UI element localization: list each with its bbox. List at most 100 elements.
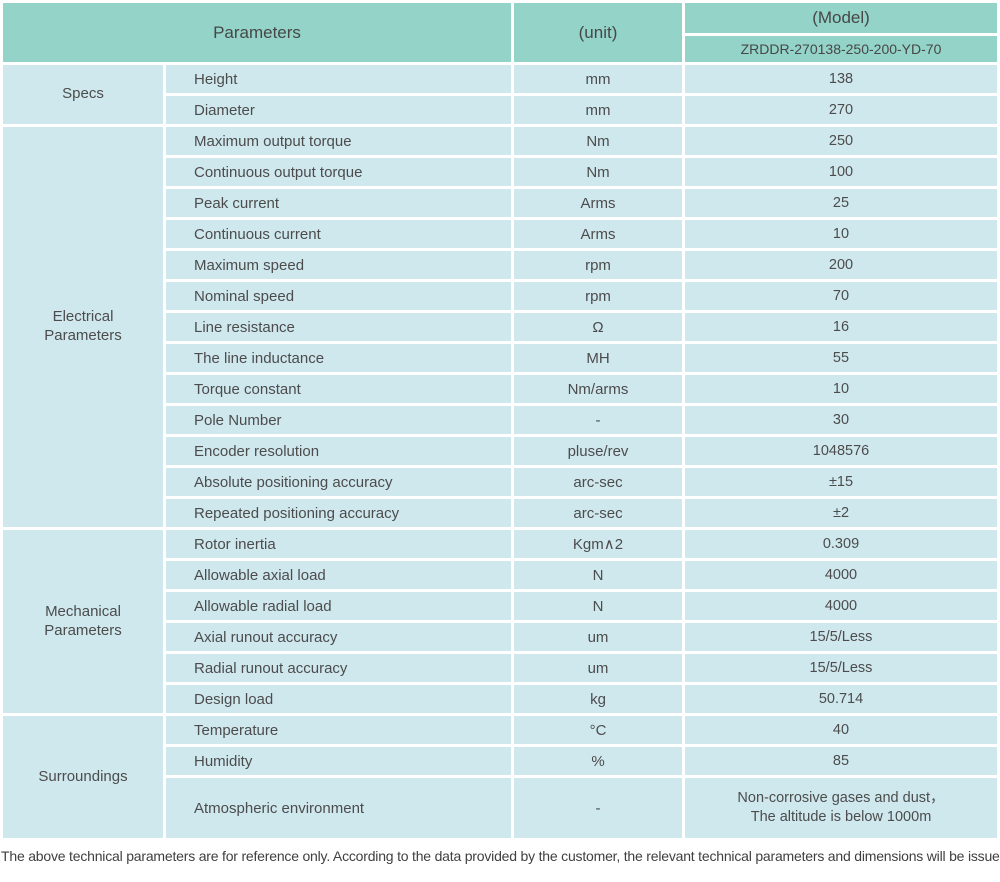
- unit-cell: Arms: [514, 189, 682, 217]
- value-cell: 50.714: [685, 685, 997, 713]
- unit-cell: arc-sec: [514, 499, 682, 527]
- value-cell: 138: [685, 65, 997, 93]
- param-cell: Continuous current: [166, 220, 511, 248]
- table-row: Allowable axial load N 4000: [3, 561, 997, 589]
- param-cell: Allowable radial load: [166, 592, 511, 620]
- table-row: Mechanical Parameters Rotor inertia Kgm∧…: [3, 530, 997, 713]
- unit-cell: Kgm∧2: [514, 530, 682, 558]
- unit-cell: N: [514, 561, 682, 589]
- table-row: The line inductance MH 55: [3, 344, 997, 372]
- unit-cell: Nm: [514, 158, 682, 186]
- value-cell: 100: [685, 158, 997, 186]
- value-cell: 16: [685, 313, 997, 341]
- value-cell: ±15: [685, 468, 997, 496]
- param-cell: Torque constant: [166, 375, 511, 403]
- value-cell: 4000: [685, 592, 997, 620]
- value-cell: 15/5/Less: [685, 623, 997, 651]
- spec-table: Parameters (unit) (Model) ZRDDR-270138-2…: [3, 3, 997, 838]
- param-cell: Maximum output torque: [166, 127, 511, 155]
- unit-cell: -: [514, 778, 682, 838]
- value-cell: 30: [685, 406, 997, 434]
- unit-cell: Arms: [514, 220, 682, 248]
- table-row: Peak current Arms 25: [3, 189, 997, 217]
- table-row: Absolute positioning accuracy arc-sec ±1…: [3, 468, 997, 496]
- table-row: Nominal speed rpm 70: [3, 282, 997, 310]
- param-cell: Peak current: [166, 189, 511, 217]
- param-cell: Humidity: [166, 747, 511, 775]
- param-cell: Line resistance: [166, 313, 511, 341]
- unit-cell: Nm: [514, 127, 682, 155]
- value-cell: Non-corrosive gases and dust， The altitu…: [685, 778, 997, 838]
- table-row: Allowable radial load N 4000: [3, 592, 997, 620]
- table-row: Diameter mm 270: [3, 96, 997, 124]
- table-row: Torque constant Nm/arms 10: [3, 375, 997, 403]
- table-row: Specs Height mm 138: [3, 65, 997, 124]
- param-cell: Height: [166, 65, 511, 93]
- value-cell: 200: [685, 251, 997, 279]
- param-cell: The line inductance: [166, 344, 511, 372]
- param-cell: Allowable axial load: [166, 561, 511, 589]
- footnote: The above technical parameters are for r…: [1, 848, 1000, 864]
- unit-cell: rpm: [514, 282, 682, 310]
- category-cell-mechanical: Mechanical Parameters: [3, 530, 163, 713]
- unit-cell: MH: [514, 344, 682, 372]
- unit-cell: %: [514, 747, 682, 775]
- table-row: Radial runout accuracy um 15/5/Less: [3, 654, 997, 682]
- table-row: Surroundings Temperature °C 40: [3, 716, 997, 838]
- param-cell: Diameter: [166, 96, 511, 124]
- value-cell: 25: [685, 189, 997, 217]
- table-row: Maximum speed rpm 200: [3, 251, 997, 279]
- unit-cell: Nm/arms: [514, 375, 682, 403]
- table-row: Electrical Parameters Maximum output tor…: [3, 127, 997, 527]
- param-cell: Rotor inertia: [166, 530, 511, 558]
- header-row-model: ZRDDR-270138-250-200-YD-70: [3, 36, 997, 62]
- param-cell: Continuous output torque: [166, 158, 511, 186]
- table-row: Encoder resolution pluse/rev 1048576: [3, 437, 997, 465]
- category-cell-surroundings: Surroundings: [3, 716, 163, 838]
- table-row: Continuous current Arms 10: [3, 220, 997, 248]
- table-row: Axial runout accuracy um 15/5/Less: [3, 623, 997, 651]
- value-cell: 70: [685, 282, 997, 310]
- table-row: Design load kg 50.714: [3, 685, 997, 713]
- unit-cell: rpm: [514, 251, 682, 279]
- param-cell: Nominal speed: [166, 282, 511, 310]
- header-row: Parameters (unit) (Model): [3, 3, 997, 62]
- unit-cell: °C: [514, 716, 682, 744]
- value-cell: 40: [685, 716, 997, 744]
- unit-cell: um: [514, 623, 682, 651]
- table-row: Continuous output torque Nm 100: [3, 158, 997, 186]
- table-row: Repeated positioning accuracy arc-sec ±2: [3, 499, 997, 527]
- value-cell: 270: [685, 96, 997, 124]
- unit-cell: um: [514, 654, 682, 682]
- value-cell: 15/5/Less: [685, 654, 997, 682]
- param-cell: Design load: [166, 685, 511, 713]
- unit-cell: mm: [514, 96, 682, 124]
- param-cell: Atmospheric environment: [166, 778, 511, 838]
- unit-cell: pluse/rev: [514, 437, 682, 465]
- category-cell-specs: Specs: [3, 65, 163, 124]
- value-cell: 10: [685, 220, 997, 248]
- unit-cell: arc-sec: [514, 468, 682, 496]
- value-cell: 0.309: [685, 530, 997, 558]
- model-number: ZRDDR-270138-250-200-YD-70: [685, 36, 997, 62]
- parameters-header: Parameters: [3, 3, 511, 62]
- value-cell: ±2: [685, 499, 997, 527]
- param-cell: Temperature: [166, 716, 511, 744]
- unit-cell: N: [514, 592, 682, 620]
- value-cell: 250: [685, 127, 997, 155]
- param-cell: Radial runout accuracy: [166, 654, 511, 682]
- param-cell: Repeated positioning accuracy: [166, 499, 511, 527]
- value-cell: 10: [685, 375, 997, 403]
- table-row: Pole Number - 30: [3, 406, 997, 434]
- table-row: Line resistance Ω 16: [3, 313, 997, 341]
- unit-cell: kg: [514, 685, 682, 713]
- param-cell: Absolute positioning accuracy: [166, 468, 511, 496]
- param-cell: Axial runout accuracy: [166, 623, 511, 651]
- value-cell: 1048576: [685, 437, 997, 465]
- param-cell: Encoder resolution: [166, 437, 511, 465]
- param-cell: Maximum speed: [166, 251, 511, 279]
- value-cell: 4000: [685, 561, 997, 589]
- unit-cell: -: [514, 406, 682, 434]
- value-cell: 55: [685, 344, 997, 372]
- model-header: (Model): [685, 3, 997, 33]
